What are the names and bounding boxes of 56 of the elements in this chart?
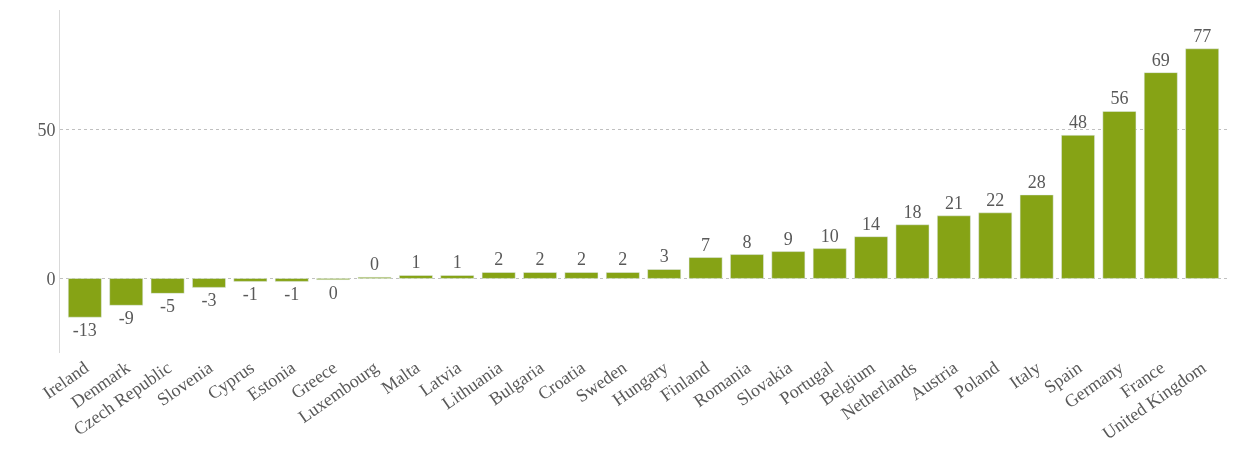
data-label: 7	[701, 234, 711, 255]
data-label: -13	[72, 320, 97, 341]
data-label: 1	[411, 252, 421, 273]
bar	[606, 272, 640, 279]
data-label: 9	[783, 228, 793, 249]
data-label: 28	[1027, 171, 1046, 192]
bar	[1102, 111, 1137, 279]
bar	[481, 272, 516, 279]
data-label: 56	[1110, 88, 1129, 109]
data-label: 10	[820, 225, 839, 246]
data-label: 0	[328, 282, 338, 303]
bar	[854, 236, 888, 279]
bar	[233, 278, 268, 282]
bar	[1019, 194, 1054, 279]
bar	[771, 251, 806, 279]
data-label: -3	[201, 290, 217, 311]
data-label: 0	[370, 254, 380, 275]
data-label: 8	[742, 231, 752, 252]
bar	[647, 269, 681, 279]
data-label: -9	[118, 308, 134, 329]
bar	[1061, 135, 1095, 279]
x-tick-label: Italy	[1005, 357, 1045, 393]
data-label: 2	[494, 249, 504, 270]
data-label: 69	[1151, 49, 1170, 70]
data-label: 14	[862, 213, 881, 234]
bar	[812, 248, 847, 279]
bar	[440, 275, 475, 279]
bar	[895, 224, 930, 279]
data-label: 2	[576, 249, 586, 270]
bar	[1143, 72, 1178, 279]
data-label: 18	[903, 201, 922, 222]
bar	[523, 272, 557, 279]
data-label: 2	[618, 249, 628, 270]
data-label: 1	[452, 252, 462, 273]
data-label: -1	[284, 284, 300, 305]
data-label: 2	[535, 249, 545, 270]
bar	[192, 278, 226, 288]
bar	[399, 275, 433, 279]
data-label: 21	[944, 192, 963, 213]
y-tick-label: 50	[37, 119, 56, 140]
data-label: -1	[242, 284, 258, 305]
bar	[730, 254, 764, 279]
data-label: 77	[1193, 25, 1212, 46]
bar	[1185, 48, 1219, 279]
bar	[937, 215, 971, 279]
bar	[564, 272, 599, 279]
bar	[978, 212, 1013, 279]
bar	[274, 278, 309, 282]
data-label: -5	[160, 296, 176, 317]
data-label: 3	[659, 246, 669, 267]
data-label: 48	[1069, 112, 1088, 133]
bar	[109, 278, 144, 306]
bar	[688, 257, 723, 279]
data-label: 22	[986, 189, 1005, 210]
bar	[150, 278, 185, 294]
bar	[68, 278, 102, 318]
